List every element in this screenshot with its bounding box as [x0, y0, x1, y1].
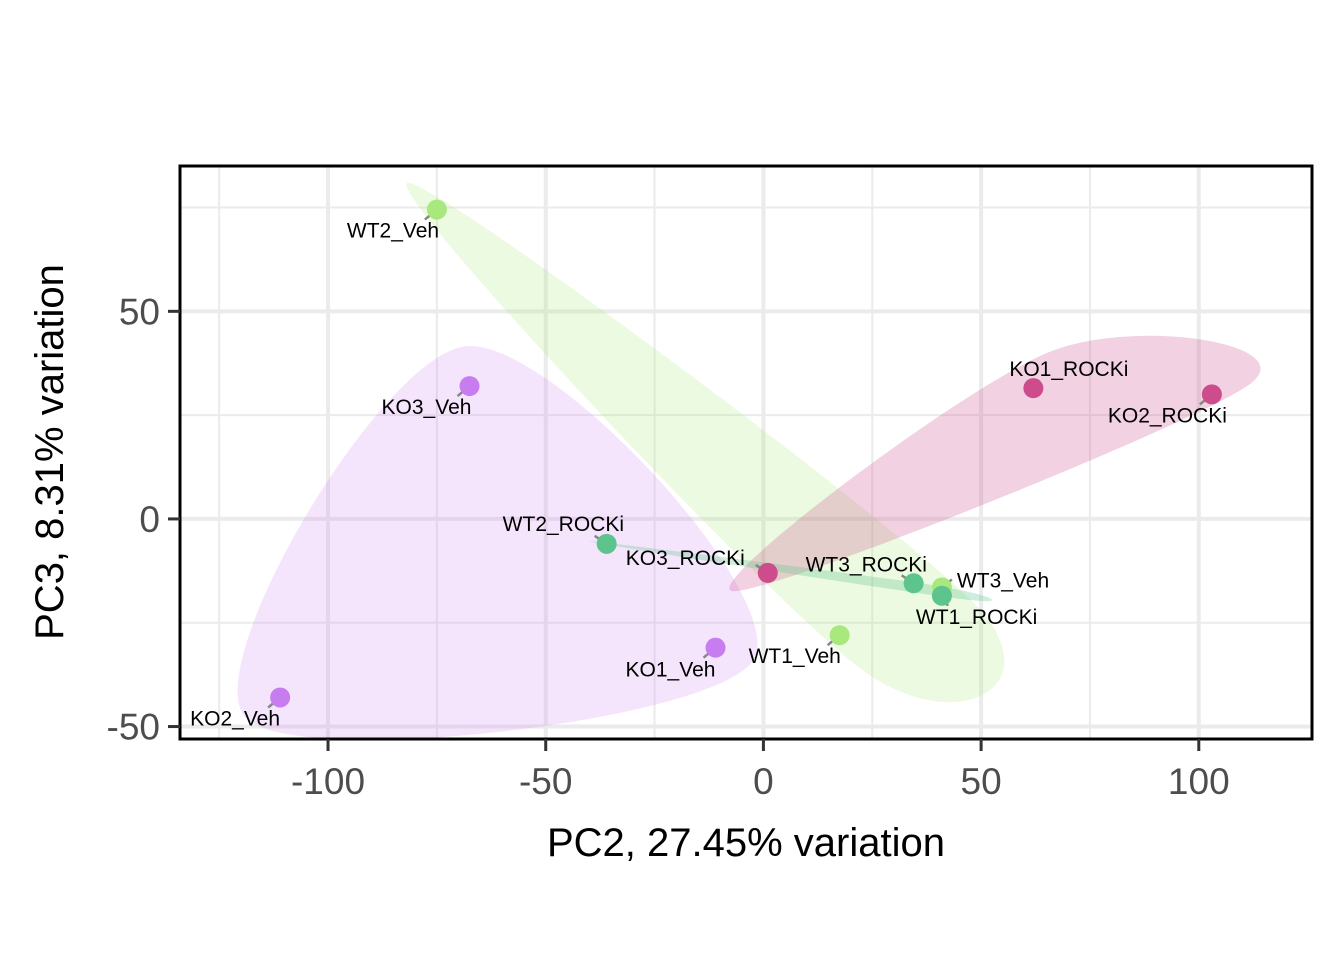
point-wt2-veh	[426, 199, 447, 220]
point-label: KO2_ROCKi	[1108, 404, 1227, 427]
point-label: KO1_Veh	[626, 659, 716, 682]
point-label: KO3_ROCKi	[626, 547, 745, 570]
point-label: WT1_ROCKi	[916, 606, 1037, 629]
point-wt1-rocki	[931, 585, 952, 606]
plot-border	[178, 164, 1314, 741]
group-hull-rocki_wt	[588, 541, 993, 602]
point-ko3-rocki	[757, 562, 778, 583]
x-tick-label: -50	[519, 761, 572, 802]
point-label: WT3_Veh	[957, 569, 1049, 592]
point-wt1-veh	[829, 625, 850, 646]
group-hull-veh_wt	[406, 182, 1005, 703]
point-ko2-rocki	[1201, 384, 1222, 405]
data-points	[270, 199, 1222, 708]
x-tick-label: -100	[291, 761, 365, 802]
axis-ticks	[168, 309, 1201, 751]
point-label: WT1_Veh	[749, 645, 841, 668]
tick-labels: -100 -50 0 50 100 -50 0 50	[107, 291, 1230, 802]
point-ko3-veh	[459, 376, 480, 397]
y-tick-label: -50	[107, 707, 160, 748]
group-hull-rocki_ko	[729, 335, 1261, 592]
point-ko1-rocki	[1023, 378, 1044, 399]
group-hull-veh_ko	[237, 346, 758, 740]
point-wt2-rocki	[596, 533, 617, 554]
point-label: WT3_ROCKi	[806, 553, 927, 576]
grid-major	[180, 166, 1312, 739]
point-label: WT2_ROCKi	[503, 513, 624, 536]
x-tick-label: 0	[753, 761, 774, 802]
x-axis-title: PC2, 27.45% variation	[547, 821, 945, 865]
y-tick-label: 0	[139, 499, 160, 540]
x-tick-label: 100	[1168, 761, 1230, 802]
point-label: WT2_Veh	[347, 220, 439, 243]
plot-background	[180, 166, 1312, 739]
point-wt3-rocki	[903, 573, 924, 594]
point-ko1-veh	[705, 637, 726, 658]
x-tick-label: 50	[961, 761, 1002, 802]
point-label: KO2_Veh	[190, 707, 280, 730]
y-tick-label: 50	[119, 291, 160, 332]
point-label: KO3_Veh	[382, 396, 472, 419]
point-label: KO1_ROCKi	[1009, 358, 1128, 381]
grid-minor	[180, 166, 1312, 739]
point-ko2-veh	[270, 687, 291, 708]
point-labels: WT2_Veh KO3_Veh KO2_Veh KO1_Veh WT1_Veh WT3_V…	[190, 220, 1227, 731]
y-axis-title: PC3, 8.31% variation	[28, 264, 72, 640]
group-ellipses	[237, 182, 1261, 740]
